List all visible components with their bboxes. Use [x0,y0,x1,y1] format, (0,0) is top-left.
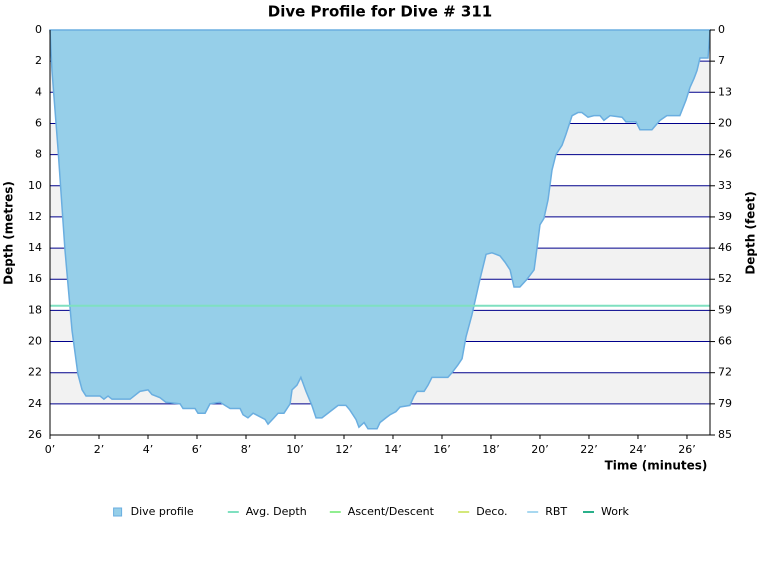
legend-label: RBT [545,505,567,518]
x-tick-label: 4’ [143,443,154,456]
legend-label: Ascent/Descent [348,505,435,518]
y-tick-label: 18 [28,303,42,316]
x-tick-label: 26’ [678,443,696,456]
x-tick-label: 6’ [192,443,203,456]
x-tick-label: 10’ [286,443,304,456]
legend-swatch [113,507,123,517]
x-tick-label: 12’ [335,443,353,456]
y2-tick-label: 72 [718,366,732,379]
y-tick-label: 14 [28,241,42,254]
y2-tick-label: 59 [718,303,732,316]
y-tick-label: 20 [28,335,42,348]
legend-label: Work [601,505,629,518]
x-tick-label: 2’ [94,443,105,456]
x-tick-label: 0’ [45,443,56,456]
y-tick-label: 12 [28,210,42,223]
legend-label: Dive profile [131,505,194,518]
y-tick-label: 22 [28,366,42,379]
legend: Dive profile Avg. Depth Ascent/Descent Deco… [113,505,629,518]
x-tick-label: 24’ [629,443,647,456]
y-axis-title: Depth (metres) [2,181,16,285]
x-tick-label: 16’ [433,443,451,456]
y2-tick-label: 46 [718,241,732,254]
y2-tick-label: 79 [718,397,732,410]
y-tick-label: 2 [35,54,42,67]
x-tick-label: 22’ [580,443,598,456]
x-tick-label: 8’ [241,443,252,456]
y2-tick-label: 39 [718,210,732,223]
dive-profile-area [49,29,711,430]
y-tick-label: 0 [35,23,42,36]
y2-tick-label: 20 [718,116,732,129]
y2-tick-label: 7 [718,54,725,67]
y-tick-label: 24 [28,397,42,410]
chart-title: Dive Profile for Dive # 311 [268,3,492,21]
y2-tick-label: 13 [718,85,732,98]
y2-axis-title: Depth (feet) [744,191,758,274]
y2-tick-label: 85 [718,428,732,441]
y-tick-label: 8 [35,148,42,161]
y2-tick-label: 0 [718,23,725,36]
y2-tick-label: 26 [718,148,732,161]
y-tick-label: 6 [35,116,42,129]
x-tick-label: 20’ [531,443,549,456]
y-tick-label: 10 [28,179,42,192]
y-tick-label: 16 [28,272,42,285]
legend-label: Avg. Depth [246,505,307,518]
y-tick-label: 26 [28,428,42,441]
y2-tick-label: 52 [718,272,732,285]
x-axis-title: Time (minutes) [605,459,708,473]
y-tick-label: 4 [35,85,42,98]
x-tick-label: 18’ [482,443,500,456]
legend-label: Deco. [476,505,507,518]
y2-tick-label: 33 [718,179,732,192]
y2-tick-label: 66 [718,335,732,348]
x-tick-label: 14’ [384,443,402,456]
